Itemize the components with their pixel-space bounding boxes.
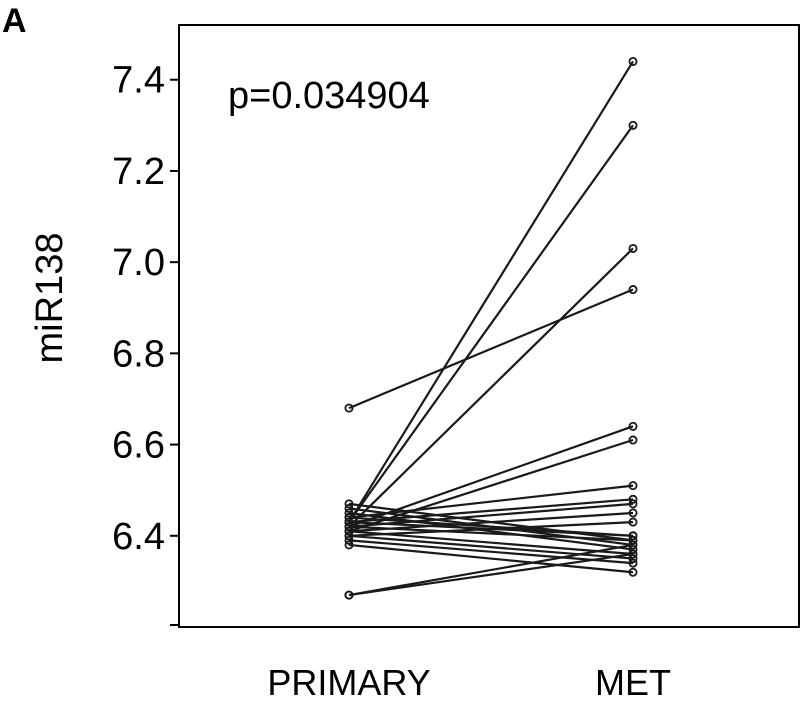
y-tick-label: 6.8: [112, 333, 165, 375]
met-point: [628, 243, 638, 253]
x-category-label: MET: [595, 662, 671, 703]
panel-label: A: [2, 2, 27, 40]
met-point: [628, 494, 638, 504]
pair-line: [348, 247, 634, 528]
p-value-annotation: p=0.034904: [228, 75, 430, 117]
x-category-label: PRIMARY: [267, 662, 430, 703]
met-point: [628, 285, 638, 295]
met-point: [628, 554, 638, 564]
y-tick-label: 6.4: [112, 516, 165, 558]
met-point: [628, 540, 638, 550]
primary-point: [344, 540, 354, 550]
pair-line: [348, 530, 634, 556]
y-tick-label: 7.2: [112, 151, 165, 193]
data-points: [344, 56, 638, 600]
met-point: [628, 549, 638, 559]
y-tick-label: 7.0: [112, 242, 165, 284]
pair-line: [348, 507, 634, 547]
met-point: [628, 558, 638, 568]
met-point: [628, 535, 638, 545]
pair-line: [348, 438, 634, 533]
met-point: [628, 120, 638, 130]
primary-point: [344, 531, 354, 541]
y-axis-title: miR138: [29, 233, 71, 364]
pair-line: [348, 288, 634, 410]
met-point: [628, 435, 638, 445]
met-point: [628, 499, 638, 509]
x-axis-categories: PRIMARY MET: [267, 662, 671, 703]
primary-point: [344, 517, 354, 527]
plot-frame: [178, 24, 800, 628]
pair-line: [348, 502, 634, 542]
pair-line: [348, 552, 634, 597]
met-point: [628, 531, 638, 541]
y-tick-label: 7.4: [112, 60, 165, 102]
pair-lines: [348, 60, 634, 597]
met-point: [628, 421, 638, 431]
primary-point: [344, 403, 354, 413]
pair-line: [348, 534, 634, 560]
met-point: [628, 481, 638, 491]
pair-line: [348, 484, 634, 519]
met-point: [628, 508, 638, 518]
pair-line: [348, 124, 634, 523]
primary-point: [344, 590, 354, 600]
pair-line: [348, 543, 634, 597]
primary-point: [344, 503, 354, 513]
pair-line: [348, 511, 634, 551]
met-point: [628, 517, 638, 527]
met-point: [628, 544, 638, 554]
y-axis: 6.4 6.6 6.8 7.0 7.2 7.4: [112, 60, 179, 626]
primary-point: [344, 499, 354, 509]
pair-line: [348, 543, 634, 574]
met-point: [628, 56, 638, 66]
y-tick-label: 6.6: [112, 425, 165, 467]
pair-line: [348, 60, 634, 523]
primary-point: [344, 535, 354, 545]
pair-line: [348, 539, 634, 565]
primary-point: [344, 522, 354, 532]
primary-point: [344, 508, 354, 518]
primary-point: [344, 526, 354, 536]
primary-point: [344, 513, 354, 523]
pair-line: [348, 502, 634, 528]
met-point: [628, 567, 638, 577]
